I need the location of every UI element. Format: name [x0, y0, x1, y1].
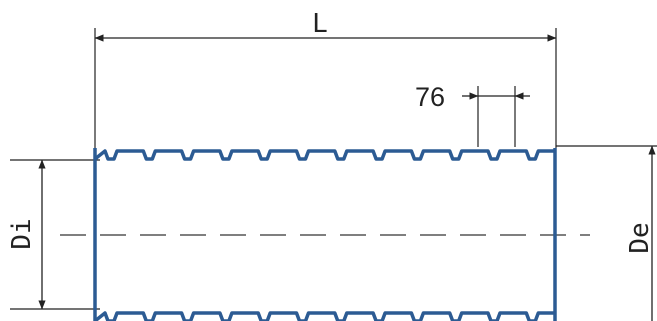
length-label: L	[312, 9, 328, 39]
outer-diameter-label: De	[625, 222, 655, 253]
pipe-top-corrugation	[93, 149, 555, 161]
pipe-bottom-corrugation	[93, 311, 555, 321]
pitch-label: 76	[415, 82, 445, 112]
inner-diameter-label: Di	[7, 218, 37, 249]
